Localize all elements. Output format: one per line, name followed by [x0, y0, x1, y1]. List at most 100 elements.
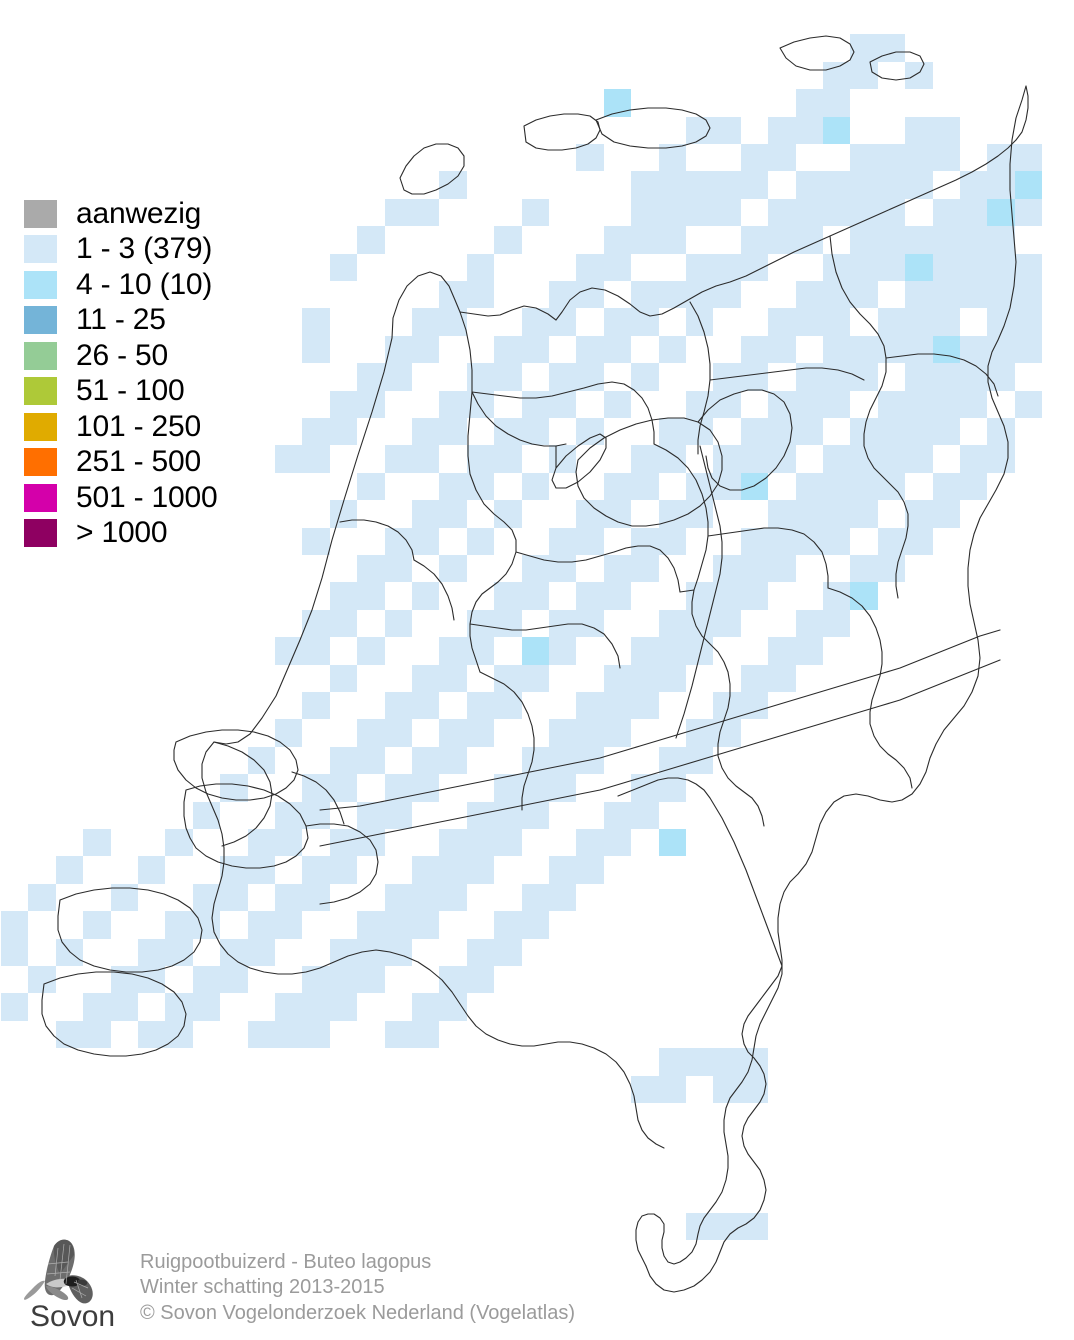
grid-cell-class-1-3 — [658, 445, 686, 473]
grid-cell-class-1-3 — [658, 1075, 686, 1103]
grid-cell-class-1-3 — [658, 746, 686, 775]
grid-cell-class-1-3 — [795, 308, 823, 336]
grid-cell-class-1-3 — [329, 774, 358, 802]
grid-cell-class-1-3 — [138, 938, 166, 966]
grid-cell-class-1-3 — [823, 171, 851, 199]
grid-cell-class-1-3 — [631, 527, 659, 555]
grid-cell-class-1-3 — [576, 829, 604, 857]
grid-cell-class-1-3 — [220, 938, 248, 966]
grid-cell-class-1-3 — [302, 993, 330, 1021]
grid-cell-class-1-3 — [576, 281, 604, 309]
sovon-logo: Sovon — [24, 1239, 115, 1332]
grid-cell-class-1-3 — [850, 335, 878, 364]
grid-cell-class-1-3 — [247, 911, 275, 939]
grid-cell-class-1-3 — [412, 774, 440, 802]
grid-cell-class-1-3 — [960, 281, 988, 309]
grid-cell-class-1-3 — [740, 335, 769, 364]
grid-cell-class-1-3 — [905, 500, 933, 528]
grid-cell-class-1-3 — [713, 472, 741, 501]
grid-cell-class-1-3 — [877, 171, 906, 199]
footer-copyright: © Sovon Vogelonderzoek Nederland (Vogela… — [140, 1301, 576, 1324]
grid-cell-class-1-3 — [850, 34, 878, 62]
grid-cell-class-1-3 — [83, 911, 111, 939]
grid-cell-class-1-3 — [1014, 144, 1043, 172]
grid-cell-class-1-3 — [521, 801, 549, 829]
grid-cell-class-1-3 — [275, 993, 303, 1021]
grid-cell-class-1-3 — [877, 335, 906, 364]
grid-cell-class-1-3 — [576, 335, 604, 364]
grid-cell-class-1-3 — [603, 472, 632, 501]
grid-cell-class-1-3 — [713, 171, 741, 199]
grid-cell-class-1-3 — [302, 774, 330, 802]
grid-cell-class-1-3 — [357, 472, 385, 501]
grid-cell-class-1-3 — [28, 883, 56, 912]
grid-cell-class-1-3 — [302, 527, 330, 555]
grid-cell-class-1-3 — [466, 692, 495, 720]
grid-cell-class-1-3 — [302, 1020, 330, 1049]
grid-cell-class-1-3 — [466, 253, 495, 281]
grid-cell-class-1-3 — [631, 198, 659, 227]
legend-label: 4 - 10 (10) — [76, 267, 213, 301]
grid-cell-class-1-3 — [823, 363, 851, 391]
grid-cell-class-4-10 — [740, 472, 769, 501]
grid-cell-class-1-3 — [412, 500, 440, 528]
grid-cell-class-1-3 — [768, 308, 796, 336]
grid-cell-class-1-3 — [905, 61, 933, 90]
grid-cell-class-1-3 — [740, 1048, 769, 1076]
grid-cell-class-1-3 — [275, 911, 303, 939]
grid-cell-class-1-3 — [905, 171, 933, 199]
grid-cell-class-1-3 — [960, 472, 988, 501]
grid-cell-class-1-3 — [549, 555, 577, 583]
grid-cell-class-1-3 — [576, 253, 604, 281]
grid-cell-class-1-3 — [439, 966, 467, 994]
grid-cell-class-1-3 — [932, 390, 960, 418]
grid-cell-class-1-3 — [631, 472, 659, 501]
grid-cell-class-1-3 — [823, 89, 851, 117]
grid-cell-class-1-3 — [110, 993, 138, 1021]
grid-cell-class-1-3 — [823, 609, 851, 638]
legend-swatch-1-3 — [24, 235, 57, 264]
grid-cell-class-1-3 — [357, 390, 385, 418]
grid-cell-class-1-3 — [960, 363, 988, 391]
grid-cell-class-1-3 — [521, 418, 549, 446]
legend-swatch-101-250 — [24, 412, 57, 441]
grid-cell-class-1-3 — [329, 253, 358, 281]
grid-cell-class-1-3 — [357, 966, 385, 994]
footer: Sovon Ruigpootbuizerd - Buteo lagopus Wi… — [24, 1236, 575, 1332]
grid-cell-class-1-3 — [521, 335, 549, 364]
grid-cell-class-1-3 — [877, 555, 906, 583]
grid-cell-class-1-3 — [603, 664, 632, 692]
grid-cell-class-1-3 — [302, 637, 330, 665]
grid-cell-class-1-3 — [521, 883, 549, 912]
grid-cell-class-1-3 — [412, 527, 440, 555]
grid-cell-class-1-3 — [795, 472, 823, 501]
grid-cell-class-1-3 — [329, 993, 358, 1021]
grid-cell-class-1-3 — [686, 171, 714, 199]
grid-cell-class-1-3 — [960, 390, 988, 418]
legend-swatch-4-10 — [24, 270, 57, 299]
grid-cell-class-4-10 — [658, 829, 686, 857]
grid-cell-class-1-3 — [275, 801, 303, 829]
grid-cell-class-1-3 — [877, 253, 906, 281]
grid-cell-class-1-3 — [412, 664, 440, 692]
grid-cell-class-4-10 — [932, 335, 960, 364]
grid-cell-class-1-3 — [275, 445, 303, 473]
grid-cell-class-1-3 — [631, 363, 659, 391]
grid-cell-class-1-3 — [494, 363, 522, 391]
grid-cell-class-1-3 — [631, 637, 659, 665]
legend-label: aanwezig — [76, 196, 202, 230]
grid-cell-class-1-3 — [768, 555, 796, 583]
grid-cell-class-1-3 — [740, 664, 769, 692]
grid-cell-class-1-3 — [905, 418, 933, 446]
grid-cell-class-1-3 — [302, 308, 330, 336]
grid-cell-class-1-3 — [631, 801, 659, 829]
grid-cell-class-1-3 — [713, 1212, 741, 1240]
grid-cell-class-1-3 — [1014, 253, 1043, 281]
grid-cell-class-1-3 — [384, 198, 412, 227]
grid-cell-class-1-3 — [713, 390, 741, 418]
grid-cell-class-1-3 — [823, 527, 851, 555]
grid-cell-class-1-3 — [631, 226, 659, 254]
grid-cell-class-1-3 — [439, 664, 467, 692]
grid-cell-class-1-3 — [165, 938, 193, 966]
